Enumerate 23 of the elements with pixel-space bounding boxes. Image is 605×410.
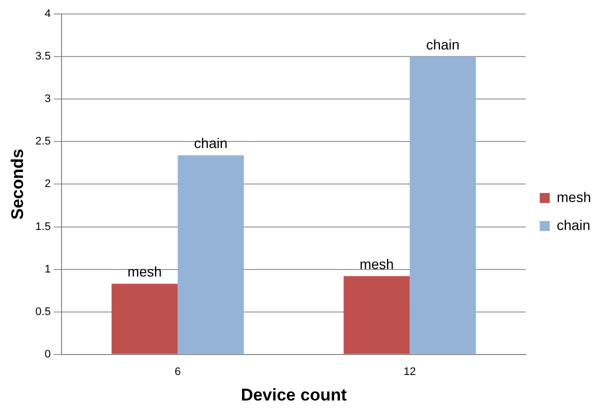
bar: [344, 276, 410, 354]
bar: [178, 155, 244, 354]
bar: [112, 284, 178, 354]
x-tick-label: 12: [404, 366, 416, 378]
y-axis-title: Seconds: [8, 148, 27, 220]
text: chain: [426, 36, 460, 52]
y-tick-label: 2: [44, 178, 51, 190]
y-tick-label: 0: [44, 348, 51, 360]
x-tick-label: 6: [174, 366, 181, 378]
bar: [410, 56, 476, 354]
y-tick-label: 3: [44, 93, 51, 106]
y-tick-label: 1.5: [35, 220, 51, 233]
text: mesh: [128, 264, 162, 280]
text: mesh: [360, 256, 394, 272]
x-axis-title: Device count: [240, 385, 347, 404]
legend-label: chain: [556, 216, 590, 233]
y-tick-label: 0.5: [35, 306, 51, 318]
y-tick-label: 2.5: [35, 136, 51, 148]
text: chain: [194, 135, 228, 152]
y-tick-label: 1: [44, 263, 51, 276]
y-tick-label: 4: [44, 8, 51, 20]
legend-label: mesh: [556, 188, 591, 205]
y-tick-label: 3.5: [35, 50, 51, 63]
